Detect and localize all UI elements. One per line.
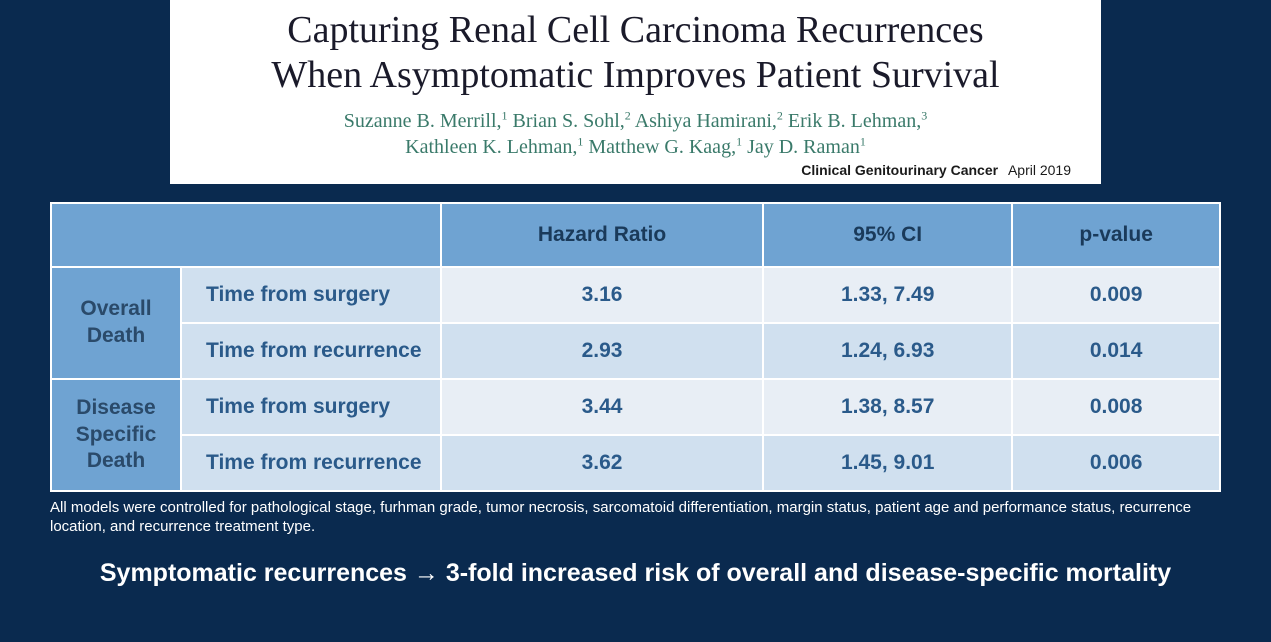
authors-line-1: Suzanne B. Merrill,1 Brian S. Sohl,2 Ash… [344,110,927,132]
hazard-ratio-table: Hazard Ratio 95% CI p-value OverallDeath… [50,202,1221,492]
cell-ci: 1.45, 9.01 [763,435,1012,491]
col-ci: 95% CI [763,203,1012,267]
author-list: Suzanne B. Merrill,1 Brian S. Sohl,2 Ash… [200,108,1071,160]
title-line-1: Capturing Renal Cell Carcinoma Recurrenc… [287,9,983,51]
cell-p: 0.008 [1012,379,1220,435]
row-label: Time from recurrence [181,435,441,491]
cell-hr: 2.93 [441,323,763,379]
cell-hr: 3.62 [441,435,763,491]
table-row: Time from recurrence 3.62 1.45, 9.01 0.0… [51,435,1220,491]
col-hazard-ratio: Hazard Ratio [441,203,763,267]
authors-line-2: Kathleen K. Lehman,1 Matthew G. Kaag,1 J… [405,136,866,158]
journal-date: April 2019 [1008,162,1071,178]
slide: Capturing Renal Cell Carcinoma Recurrenc… [0,0,1271,642]
cell-hr: 3.44 [441,379,763,435]
cell-p: 0.014 [1012,323,1220,379]
rowgroup-disease-specific-death: DiseaseSpecificDeath [51,379,181,491]
journal-name: Clinical Genitourinary Cancer [801,162,998,178]
table-row: DiseaseSpecificDeath Time from surgery 3… [51,379,1220,435]
cell-ci: 1.38, 8.57 [763,379,1012,435]
rowgroup-overall-death: OverallDeath [51,267,181,379]
row-label: Time from recurrence [181,323,441,379]
table-row: Time from recurrence 2.93 1.24, 6.93 0.0… [51,323,1220,379]
row-label: Time from surgery [181,267,441,323]
journal-citation: Clinical Genitourinary Cancer April 2019 [200,162,1071,178]
cell-p: 0.006 [1012,435,1220,491]
table-row: OverallDeath Time from surgery 3.16 1.33… [51,267,1220,323]
conclusion-text: Symptomatic recurrences → 3-fold increas… [50,559,1221,588]
title-line-2: When Asymptomatic Improves Patient Survi… [271,54,999,96]
hazard-ratio-table-wrap: Hazard Ratio 95% CI p-value OverallDeath… [50,202,1221,492]
row-label: Time from surgery [181,379,441,435]
cell-p: 0.009 [1012,267,1220,323]
col-pvalue: p-value [1012,203,1220,267]
cell-ci: 1.24, 6.93 [763,323,1012,379]
paper-header: Capturing Renal Cell Carcinoma Recurrenc… [170,0,1101,184]
cell-hr: 3.16 [441,267,763,323]
table-corner-cell [51,203,441,267]
table-header-row: Hazard Ratio 95% CI p-value [51,203,1220,267]
paper-title: Capturing Renal Cell Carcinoma Recurrenc… [200,8,1071,98]
table-footnote: All models were controlled for pathologi… [50,498,1221,537]
cell-ci: 1.33, 7.49 [763,267,1012,323]
